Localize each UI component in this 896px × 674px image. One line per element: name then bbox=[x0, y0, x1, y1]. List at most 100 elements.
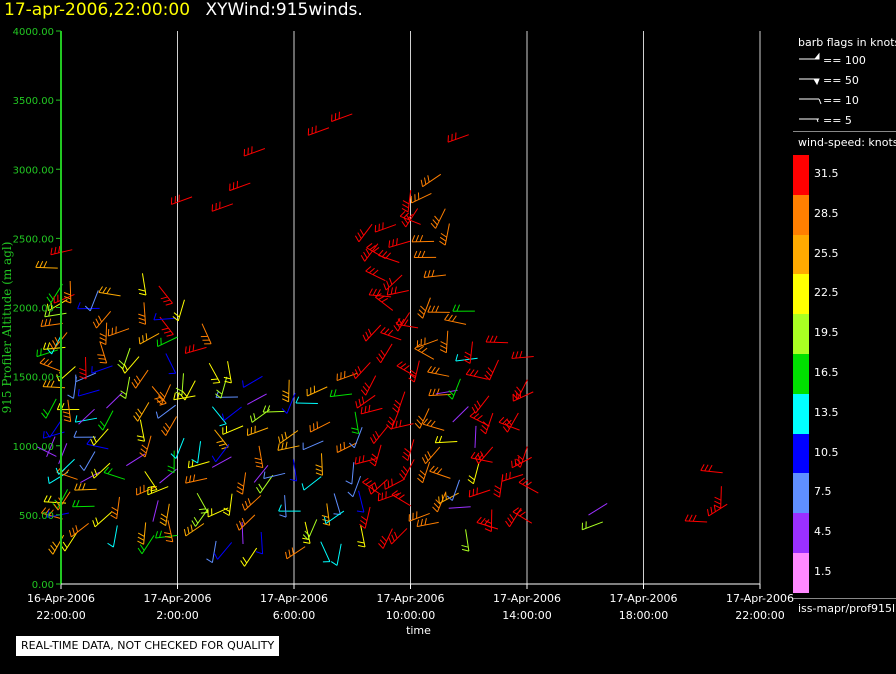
wind-barb bbox=[138, 302, 147, 325]
barb-shaft bbox=[465, 529, 470, 552]
barb-feather bbox=[411, 235, 416, 243]
barb-shaft bbox=[45, 398, 57, 419]
barb-feather bbox=[485, 335, 490, 343]
wind-barb bbox=[295, 396, 318, 404]
barb-shaft bbox=[36, 349, 58, 358]
wind-barb bbox=[434, 435, 458, 444]
barb-feather bbox=[95, 318, 100, 326]
barb-shaft bbox=[302, 440, 324, 451]
wind-barb bbox=[514, 446, 528, 468]
barb-feather bbox=[315, 464, 323, 468]
barb-shaft bbox=[124, 356, 140, 374]
wind-barb bbox=[138, 332, 160, 345]
barb-feather bbox=[436, 468, 443, 475]
barb-feather bbox=[90, 438, 95, 446]
barb-feather bbox=[48, 509, 54, 516]
wind-barb bbox=[46, 436, 56, 458]
barb-shaft bbox=[286, 392, 296, 414]
wind-barb bbox=[222, 493, 233, 516]
barb-shaft bbox=[422, 461, 431, 483]
barb-feather bbox=[360, 516, 368, 521]
barb-feather bbox=[439, 349, 447, 354]
barb-feather bbox=[184, 346, 187, 354]
wind-barb bbox=[386, 286, 409, 296]
barb-feather bbox=[710, 506, 713, 514]
barb-feather bbox=[244, 500, 249, 508]
barb-feather bbox=[141, 444, 148, 450]
barb-shaft bbox=[369, 294, 392, 298]
barb-shaft bbox=[427, 371, 450, 377]
wind-barb bbox=[427, 305, 450, 313]
barb-feather bbox=[223, 507, 230, 512]
barb-feather bbox=[395, 492, 402, 498]
speed-swatch bbox=[793, 274, 809, 315]
barb-feather bbox=[284, 431, 288, 439]
barb-shaft bbox=[416, 521, 439, 528]
barb-feather bbox=[440, 232, 448, 238]
wind-barb bbox=[170, 437, 185, 459]
barb-feather bbox=[451, 315, 457, 322]
barb-feather bbox=[358, 398, 361, 406]
barb-feather bbox=[461, 544, 469, 548]
barb-feather bbox=[360, 255, 366, 262]
barb-feather bbox=[400, 469, 407, 476]
barb-feather bbox=[427, 175, 430, 183]
barb-feather bbox=[46, 510, 50, 518]
barb-shaft bbox=[428, 393, 451, 397]
speed-label: 7.5 bbox=[814, 485, 832, 499]
barb-feather bbox=[56, 374, 60, 382]
wind-barb bbox=[256, 474, 274, 494]
barb-shaft bbox=[452, 406, 469, 423]
barb-feather bbox=[386, 288, 390, 296]
wind-barb bbox=[117, 347, 131, 370]
wind-barb bbox=[97, 410, 114, 431]
barb-feather bbox=[393, 403, 400, 410]
barb-feather bbox=[39, 357, 46, 364]
barb-feather bbox=[97, 424, 104, 431]
barb-feather bbox=[86, 438, 92, 445]
barb-feather bbox=[516, 386, 522, 393]
wind-barb bbox=[126, 453, 146, 467]
y-tick-label: 500.00 bbox=[19, 511, 54, 522]
barb-feather bbox=[242, 556, 248, 564]
barb-feather bbox=[177, 392, 180, 400]
barb-feather bbox=[469, 411, 476, 417]
barb-feather bbox=[395, 420, 398, 428]
legend: barb flags in knots == 100 == 50 == 10 =… bbox=[793, 30, 896, 624]
wind-barb bbox=[408, 511, 430, 522]
barb-feather bbox=[241, 503, 246, 511]
grid-layer bbox=[177, 31, 761, 584]
wind-barb bbox=[191, 508, 209, 527]
wind-barb bbox=[505, 507, 522, 528]
barb-feather bbox=[512, 393, 518, 400]
barb-feather bbox=[700, 464, 705, 471]
y-tick-label: 3000.00 bbox=[13, 165, 54, 176]
barb-shaft bbox=[244, 547, 258, 567]
barb-shaft bbox=[181, 373, 184, 396]
barb-feather bbox=[48, 548, 54, 555]
barb-feather bbox=[421, 250, 426, 258]
barb-feather bbox=[43, 495, 48, 502]
barb-feather bbox=[375, 430, 380, 438]
barb-feather bbox=[360, 389, 367, 396]
barb-feather bbox=[438, 435, 443, 443]
wind-barb bbox=[439, 330, 449, 354]
wind-barb bbox=[480, 412, 494, 435]
barb-feather bbox=[309, 425, 311, 433]
speed-swatch bbox=[793, 194, 809, 235]
speed-swatch bbox=[793, 393, 809, 434]
barb-feather bbox=[713, 504, 716, 512]
wind-barb bbox=[307, 125, 330, 136]
barb-feather bbox=[98, 358, 106, 360]
wind-barb bbox=[388, 528, 408, 545]
wind-barb bbox=[360, 404, 383, 415]
barb-feather bbox=[35, 260, 40, 268]
barb-feather bbox=[187, 526, 190, 534]
wind-barb bbox=[285, 546, 306, 560]
barb-feather bbox=[410, 369, 417, 375]
speed-swatch bbox=[793, 473, 809, 514]
barb-feather bbox=[121, 366, 126, 374]
barb-feather bbox=[403, 217, 409, 224]
barb-feather bbox=[426, 419, 432, 426]
wind-barb bbox=[147, 486, 169, 496]
